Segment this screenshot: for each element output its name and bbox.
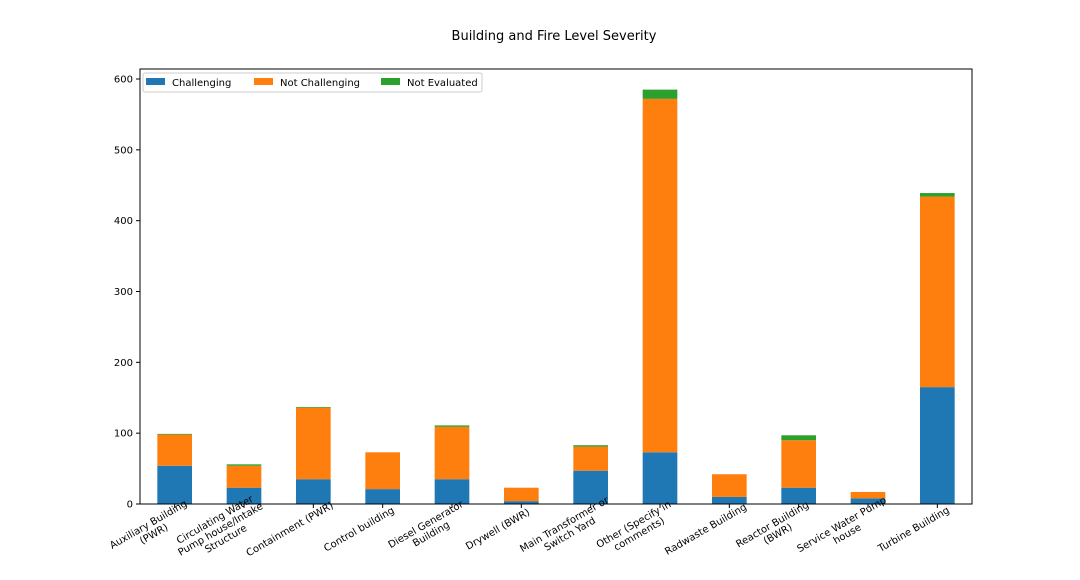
legend-label: Not Challenging [280,78,360,89]
bar-segment [296,479,331,504]
bar-segment [573,470,608,504]
legend: Challenging Not Challenging Not Evaluated [142,72,483,93]
bar-segment [573,445,608,447]
bar-segment [573,446,608,471]
bar-segment [226,465,262,488]
bar-segment [296,407,331,480]
legend-label: Not Evaluated [407,78,478,89]
chart-title: Building and Fire Level Severity [452,29,657,44]
bar-segment [850,498,886,504]
bar-segment [226,487,262,504]
y-tick-label: 600 [114,75,133,86]
bar-segment [157,433,192,435]
bar-segment [365,489,400,504]
plot-frame [139,68,973,505]
bar-segment [712,474,747,497]
x-tick-label: Diesel GeneratorBuilding [387,499,472,561]
y-tick-label: 200 [114,358,133,369]
legend-label: Challenging [172,78,231,89]
bar-segment [920,193,955,197]
bar-segment [781,487,816,504]
y-tick-label: 300 [114,287,133,298]
bar-segment [920,196,955,388]
bar-segment [504,487,539,502]
bar-segment [642,452,678,504]
legend-swatch [381,78,400,85]
bar-segment [157,465,192,504]
bar-segment [504,501,539,504]
x-tick-label: Service Water Pumphouse [795,495,894,565]
legend-swatch [146,78,165,85]
bar-segment [781,440,816,488]
bar-segment [642,89,678,99]
bar-segment [157,434,192,466]
bar-segment [642,98,678,453]
bar-segment [920,387,955,504]
bar-segment [850,491,886,499]
bar-segment [781,435,816,441]
legend-swatch [254,78,273,85]
x-tick-label: Control building [322,505,396,554]
bar-segment [296,406,331,408]
bar-segment [365,452,400,490]
bar-segment [434,425,470,427]
bar-segment [712,496,747,504]
y-tick-label: 0 [127,500,133,511]
x-tick-label: Radwaste Building [663,502,749,558]
bar-segment [226,464,262,466]
y-tick-label: 500 [114,145,133,156]
y-tick-label: 400 [114,216,133,227]
bar-segment [434,479,470,504]
legend-frame [142,72,483,93]
y-tick-label: 100 [114,429,133,440]
x-tick-label: Turbine Building [876,505,952,555]
x-tick-label: Main Transformer orSwitch Yard [518,495,617,565]
bar-segment [434,426,470,480]
